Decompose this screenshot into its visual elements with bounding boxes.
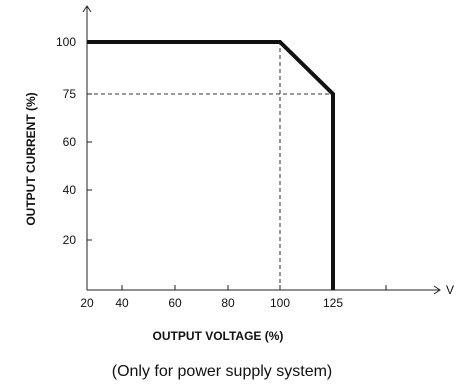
x-tick-label: 80 — [221, 296, 235, 310]
x-tick-label: 20 — [80, 296, 94, 310]
y-axis-arrow-icon — [82, 5, 92, 13]
y-tick-label: 75 — [63, 87, 77, 101]
chart-caption: (Only for power supply system) — [112, 363, 333, 380]
axes — [82, 5, 441, 295]
x-tick-label: 40 — [115, 296, 129, 310]
x-tick-label: 100 — [270, 296, 290, 310]
series-line — [87, 40, 335, 290]
x-tick-label: 125 — [323, 296, 343, 310]
series — [86, 40, 335, 291]
x-unit-label: V — [446, 283, 454, 297]
y-tick-label: 40 — [63, 183, 77, 197]
guide-lines — [87, 42, 333, 290]
x-tick-label: 60 — [168, 296, 182, 310]
y-tick-label: 100 — [56, 35, 76, 49]
x-axis-title: OUTPUT VOLTAGE (%) — [153, 329, 284, 343]
x-ticks: 20 40 60 80 100 125 — [80, 285, 387, 310]
y-axis-title: OUTPUT CURRENT (%) — [24, 92, 38, 225]
y-tick-label: 20 — [63, 233, 77, 247]
x-axis-arrow-icon — [433, 285, 441, 295]
y-tick-label: 60 — [63, 135, 77, 149]
